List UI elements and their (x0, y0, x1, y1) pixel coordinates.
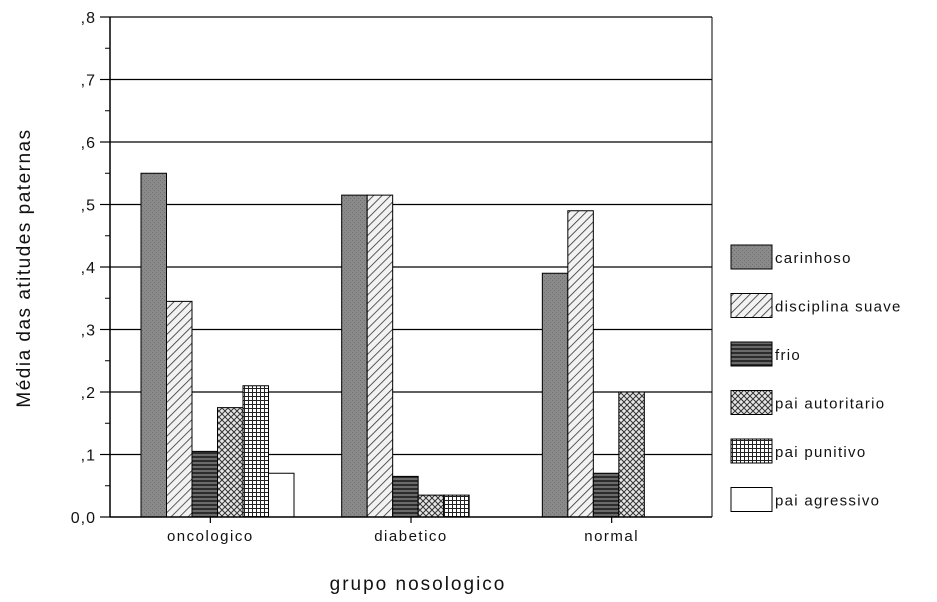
y-tick-label: ,1 (81, 448, 96, 465)
bar (619, 392, 645, 517)
bar (568, 211, 594, 517)
x-axis-title: grupo nosologico (330, 574, 507, 595)
y-tick-label: ,4 (81, 260, 96, 277)
bar (418, 495, 444, 517)
gridlines (110, 17, 712, 455)
bar (243, 386, 269, 517)
legend-label: pai punitivo (775, 444, 867, 461)
legend-swatch (731, 391, 772, 415)
legend-label: carinhoso (775, 250, 852, 267)
bar (269, 473, 295, 517)
x-tick-labels: oncologico diabetico normal (167, 517, 639, 545)
y-axis-title: Média das atitudes paternas (14, 128, 35, 407)
y-tick-label: 0,0 (71, 510, 96, 527)
bar (444, 495, 470, 517)
legend-label: frio (775, 347, 801, 364)
bar (192, 451, 218, 517)
y-tick-label: ,8 (81, 10, 96, 27)
x-tick-label: normal (584, 528, 639, 545)
legend-swatch (731, 342, 772, 366)
bar (367, 195, 393, 517)
y-tick-label: ,2 (81, 385, 96, 402)
legend: carinhoso disciplina suave frio pai autorit… (731, 245, 902, 512)
y-ticks: 0,0 ,1 ,2 ,3 ,4 ,5 ,6 ,7 ,8 (71, 10, 110, 527)
legend-swatch (731, 245, 772, 269)
x-tick-label: oncologico (167, 528, 254, 545)
y-tick-label: ,3 (81, 323, 96, 340)
legend-label: disciplina suave (775, 299, 902, 316)
bar (218, 408, 244, 517)
y-tick-label: ,5 (81, 198, 96, 215)
legend-swatch (731, 294, 772, 318)
y-tick-label: ,7 (81, 73, 96, 90)
bar (342, 195, 368, 517)
bars (141, 173, 644, 517)
bar (141, 173, 167, 517)
bar (167, 301, 193, 517)
bar (593, 473, 619, 517)
bar (542, 273, 568, 517)
legend-swatch (731, 488, 772, 512)
legend-label: pai autoritario (775, 396, 885, 413)
legend-label: pai agressivo (775, 493, 880, 510)
x-tick-label: diabetico (374, 528, 448, 545)
bar (393, 476, 419, 517)
y-tick-label: ,6 (81, 135, 96, 152)
legend-swatch (731, 439, 772, 463)
